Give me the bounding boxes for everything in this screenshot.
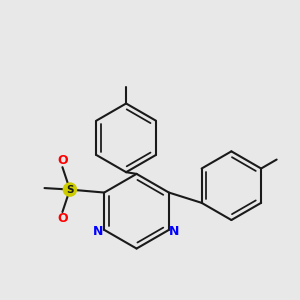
Text: N: N bbox=[92, 225, 103, 238]
Text: N: N bbox=[169, 225, 179, 238]
Text: O: O bbox=[57, 212, 68, 225]
Text: S: S bbox=[66, 184, 74, 195]
Circle shape bbox=[63, 183, 76, 196]
Text: O: O bbox=[57, 154, 68, 167]
